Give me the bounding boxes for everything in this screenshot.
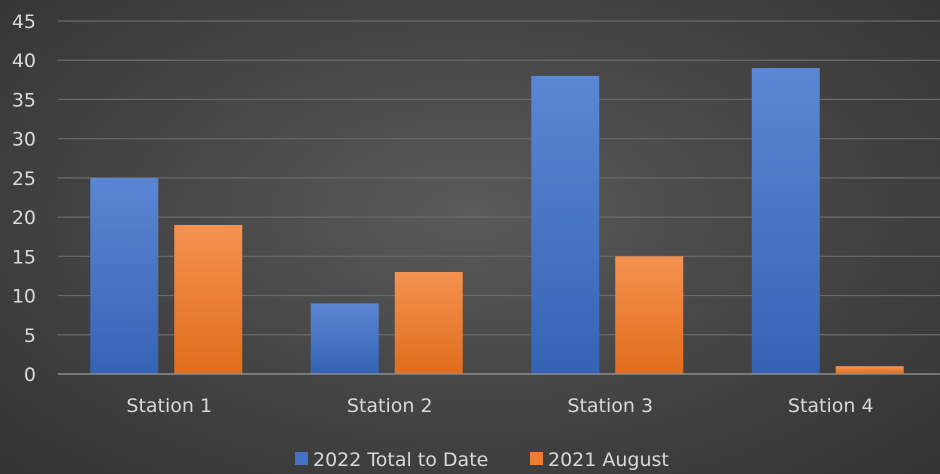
y-tick-label: 35	[12, 89, 36, 111]
x-category-label: Station 1	[126, 395, 212, 417]
x-axis: Station 1 Station 2 Station 3 Station 4	[58, 373, 940, 417]
y-tick-label: 5	[24, 325, 36, 347]
x-category-label: Station 4	[788, 395, 874, 417]
bars	[90, 68, 904, 375]
y-tick-label: 25	[12, 168, 36, 190]
bar-2021-station-2	[394, 272, 463, 374]
bar-2022-station-1	[90, 177, 159, 374]
legend-swatch-2021	[530, 452, 543, 465]
y-tick-label: 45	[12, 11, 36, 33]
x-category-label: Station 2	[347, 395, 433, 417]
y-tick-label: 0	[24, 364, 36, 386]
bar-2022-station-3	[531, 75, 600, 375]
x-category-label: Station 3	[567, 395, 653, 417]
y-axis: 0 5 10 15 20 25 30 35 40 45	[12, 11, 36, 386]
legend-label-2021: 2021 August	[548, 449, 669, 471]
y-tick-label: 40	[12, 50, 36, 72]
bar-2021-station-1	[174, 224, 243, 374]
bar-2021-station-3	[615, 256, 684, 374]
legend-swatch-2022	[295, 452, 308, 465]
y-tick-label: 30	[12, 129, 36, 151]
legend-label-2022: 2022 Total to Date	[313, 449, 488, 471]
y-tick-label: 10	[12, 286, 36, 308]
y-tick-label: 20	[12, 207, 36, 229]
bar-2021-station-4	[835, 366, 904, 374]
bar-2022-station-2	[310, 303, 379, 374]
bar-2022-station-4	[751, 68, 820, 375]
legend: 2022 Total to Date 2021 August	[295, 449, 669, 471]
y-tick-label: 15	[12, 246, 36, 268]
